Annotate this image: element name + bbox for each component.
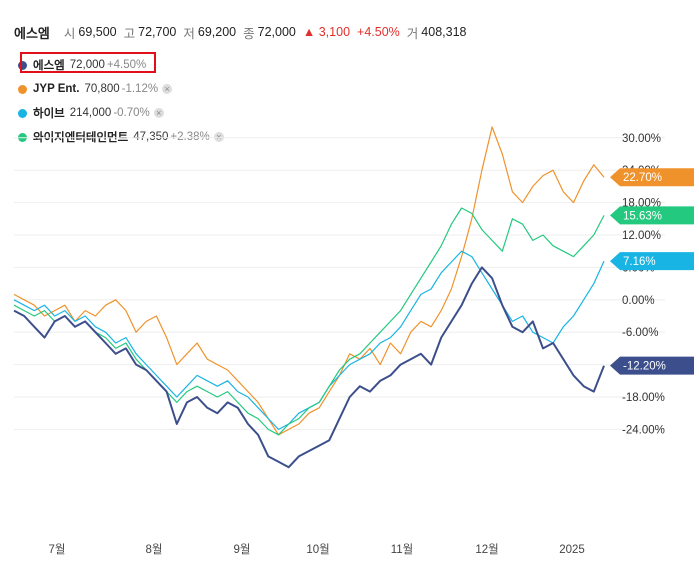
legend-name: 에스엠: [33, 60, 65, 72]
volume-label: 거: [406, 26, 419, 41]
legend-item-sm[interactable]: 에스엠 72,000 +4.50%: [18, 53, 224, 77]
series-line: [13, 126, 605, 436]
volume-value: 408,318: [421, 25, 467, 39]
legend-name: 하이브: [33, 108, 65, 120]
y-tick-label: -18.00%: [622, 392, 665, 404]
legend-item-hybe[interactable]: 하이브 214,000 -0.70% ×: [18, 101, 224, 125]
change-value: ▲ 3,100: [302, 25, 351, 39]
series-color-dot: [18, 84, 27, 94]
remove-series-icon[interactable]: ×: [162, 84, 173, 94]
end-value-tag: [610, 168, 694, 187]
high-value: 72,700: [138, 25, 177, 39]
stock-name: 에스엠: [14, 25, 50, 41]
x-tick-label: 12월: [475, 543, 498, 556]
remove-series-icon[interactable]: ×: [153, 108, 164, 118]
low-value: 69,200: [197, 25, 237, 39]
chart-legend: 에스엠 72,000 +4.50% JYP Ent. 70,800 -1.12%…: [18, 53, 224, 149]
series-line: [13, 266, 605, 469]
quote-summary: 에스엠 시 69,500 고 72,700 저 69,200 종 72,000 …: [14, 22, 473, 42]
high-label: 고: [123, 26, 136, 41]
selection-highlight-box: [20, 52, 156, 73]
x-tick-label: 2025: [559, 544, 585, 556]
y-tick-label: -6.00%: [622, 327, 658, 339]
legend-price: 70,800: [84, 83, 120, 95]
y-tick-label: -24.00%: [622, 424, 665, 436]
remove-series-icon[interactable]: ×: [213, 132, 224, 142]
series-color-dot: [18, 60, 27, 70]
end-value-label: 15.63%: [623, 210, 662, 222]
low-label: 저: [183, 26, 195, 41]
legend-change: +4.50%: [106, 59, 147, 71]
legend-item-jyp[interactable]: JYP Ent. 70,800 -1.12% ×: [18, 77, 224, 101]
legend-name: JYP Ent.: [33, 83, 80, 95]
change-percent: +4.50%: [357, 25, 400, 39]
end-value-label: -12.20%: [623, 361, 666, 373]
y-tick-label: 12.00%: [622, 230, 661, 242]
legend-price: 47,350: [133, 131, 169, 143]
x-tick-label: 8월: [146, 543, 163, 556]
legend-change: +2.38%: [170, 131, 210, 143]
end-value-label: 22.70%: [623, 172, 662, 184]
open-value: 69,500: [78, 25, 117, 39]
end-value-tag: [610, 206, 694, 225]
series-color-dot: [18, 108, 27, 118]
y-tick-label: 0.00%: [622, 295, 655, 307]
end-value-label: 7.16%: [623, 256, 656, 268]
legend-change: -1.12%: [121, 83, 159, 95]
open-label: 시: [63, 26, 76, 41]
x-tick-label: 10월: [306, 543, 329, 556]
series-line: [13, 207, 605, 436]
series-color-dot: [18, 132, 27, 142]
x-tick-label: 7월: [49, 543, 66, 556]
legend-change: -0.70%: [113, 107, 150, 119]
end-value-tag: [610, 252, 694, 271]
close-label: 종: [243, 26, 255, 41]
end-value-tag: [610, 356, 694, 375]
x-tick-label: 9월: [234, 543, 251, 556]
close-value: 72,000: [257, 25, 296, 39]
x-tick-label: 11월: [391, 543, 414, 556]
legend-price: 72,000: [69, 59, 105, 71]
legend-price: 214,000: [69, 107, 112, 119]
y-tick-label: 30.00%: [622, 133, 661, 145]
